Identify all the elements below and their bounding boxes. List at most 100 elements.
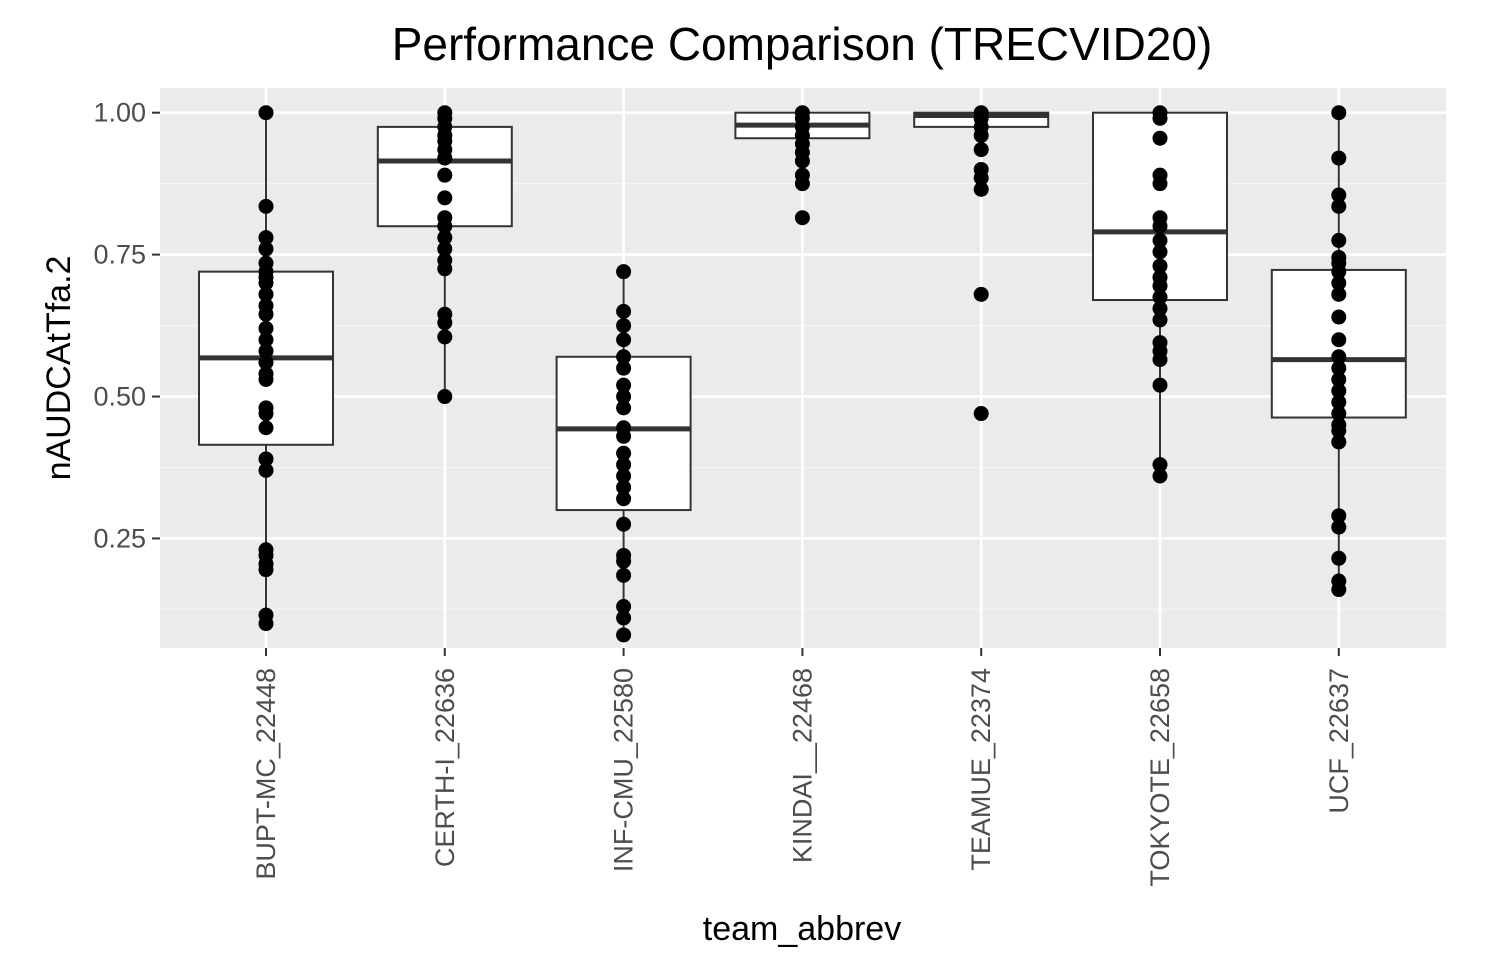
data-point [973, 142, 989, 158]
data-point [258, 105, 274, 121]
data-point [616, 400, 632, 416]
data-point [437, 150, 453, 166]
data-point [1331, 264, 1347, 280]
data-point [258, 230, 274, 246]
data-point [1331, 198, 1347, 214]
data-point [1331, 232, 1347, 248]
data-point [258, 332, 274, 348]
data-point [616, 349, 632, 365]
data-point [1331, 508, 1347, 524]
data-point [1331, 383, 1347, 399]
x-tick-label: TOKYOTE_22658 [1145, 668, 1175, 887]
data-point [1152, 352, 1168, 368]
data-point [616, 479, 632, 495]
y-tick-label: 1.00 [93, 98, 146, 128]
data-point [616, 553, 632, 569]
data-point [1331, 434, 1347, 450]
box-group-tokyote-22658 [1092, 105, 1228, 484]
data-point [1331, 332, 1347, 348]
data-point [973, 181, 989, 197]
data-point [616, 264, 632, 280]
data-point [616, 468, 632, 484]
data-point [1331, 423, 1347, 439]
data-point [616, 599, 632, 615]
data-point [437, 241, 453, 257]
x-axis-title: team_abbrev [703, 910, 901, 948]
data-point [1331, 360, 1347, 376]
data-point [258, 616, 274, 632]
data-point [616, 491, 632, 507]
data-point [973, 406, 989, 422]
y-axis: 0.25 0.50 0.75 1.00 [93, 98, 160, 553]
data-point [616, 457, 632, 473]
data-point [1152, 258, 1168, 274]
data-point [258, 343, 274, 359]
data-point [258, 562, 274, 578]
data-point [616, 627, 632, 643]
data-point [437, 329, 453, 345]
data-point [437, 389, 453, 405]
data-point [1152, 312, 1168, 328]
data-point [1152, 301, 1168, 317]
data-point [1331, 275, 1347, 291]
data-point [1331, 150, 1347, 166]
data-point [258, 451, 274, 467]
data-point [616, 516, 632, 532]
data-point [1152, 377, 1168, 393]
data-point [1152, 244, 1168, 260]
data-point [437, 230, 453, 246]
x-axis: BUPT-MC_22448 CERTH-I_22636 INF-CMU_22580 K… [251, 648, 1354, 887]
data-point [437, 218, 453, 234]
data-point [258, 462, 274, 478]
x-tick-label: CERTH-I_22636 [430, 668, 460, 867]
data-point [1331, 519, 1347, 535]
data-point [258, 306, 274, 322]
data-point [258, 275, 274, 291]
x-tick-label: UCF_22637 [1324, 668, 1354, 814]
data-point [437, 315, 453, 331]
data-point [616, 318, 632, 334]
x-tick-label: TEAMUE_22374 [966, 668, 996, 871]
y-tick-label: 0.50 [93, 382, 146, 412]
y-tick-label: 0.75 [93, 240, 146, 270]
data-point [616, 332, 632, 348]
data-point [1152, 457, 1168, 473]
data-point [258, 420, 274, 436]
data-point [437, 190, 453, 206]
data-point [1331, 394, 1347, 410]
data-point [1331, 187, 1347, 203]
box-group-teamue-22374 [913, 105, 1050, 422]
data-point [258, 371, 274, 387]
box-group-ucf-22637 [1270, 105, 1407, 598]
box-group-certh-i-22636 [376, 105, 513, 405]
data-point [1152, 468, 1168, 484]
boxes-layer [198, 105, 1407, 643]
x-tick-label: INF-CMU_22580 [609, 668, 639, 872]
data-point [794, 210, 810, 226]
data-point [973, 127, 989, 143]
data-point [437, 167, 453, 183]
data-point [258, 354, 274, 370]
data-point [616, 428, 632, 444]
data-point [616, 303, 632, 319]
box-group-bupt-mc-22448 [198, 105, 334, 632]
data-point [1331, 550, 1347, 566]
data-point [616, 445, 632, 461]
chart-title: Performance Comparison (TRECVID20) [392, 18, 1213, 70]
y-axis-title: nAUDCAtTfa.2 [40, 256, 78, 481]
data-point [616, 610, 632, 626]
data-point [258, 320, 274, 336]
x-tick-label: BUPT-MC_22448 [251, 668, 281, 880]
data-point [1152, 130, 1168, 146]
data-point [1331, 105, 1347, 121]
data-point [1331, 286, 1347, 302]
data-point [1331, 309, 1347, 325]
x-tick-label: KINDAI__22468 [787, 668, 817, 863]
data-point [1331, 349, 1347, 365]
data-point [1331, 406, 1347, 422]
data-point [1331, 371, 1347, 387]
data-point [616, 389, 632, 405]
y-tick-label: 0.25 [93, 523, 146, 553]
data-point [794, 176, 810, 192]
